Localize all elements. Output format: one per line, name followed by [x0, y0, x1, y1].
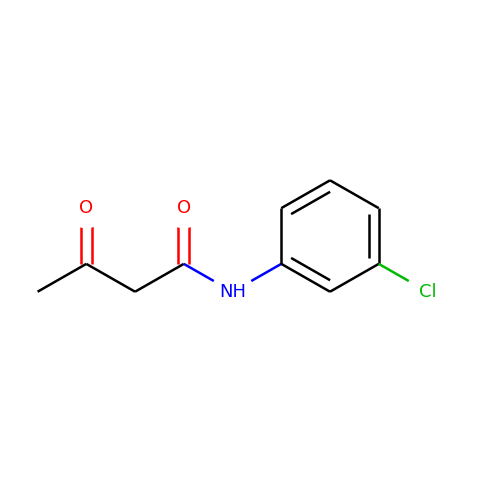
Circle shape [407, 271, 448, 313]
Text: Cl: Cl [419, 283, 436, 301]
Circle shape [67, 189, 106, 228]
Text: O: O [177, 199, 191, 217]
Text: NH: NH [219, 283, 246, 301]
Text: O: O [79, 199, 93, 217]
Circle shape [212, 271, 253, 313]
Circle shape [164, 189, 203, 228]
